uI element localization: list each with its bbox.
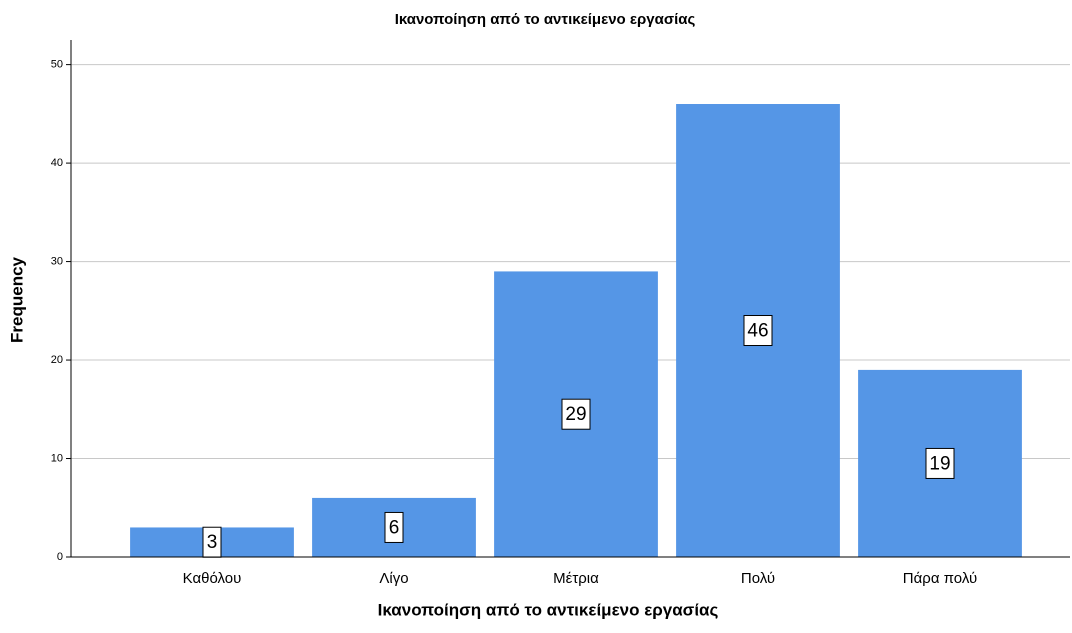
x-tick-label: Πολύ <box>741 570 775 587</box>
y-tick-label: 50 <box>51 59 63 71</box>
x-axis-label: Ικανοποίηση από το αντικείμενο εργασίας <box>378 600 719 619</box>
chart-title: Ικανοποίηση από το αντικείμενο εργασίας <box>395 11 696 28</box>
y-tick-label: 20 <box>51 354 63 366</box>
y-tick-label: 30 <box>51 255 63 267</box>
value-label: 29 <box>565 404 586 425</box>
value-label: 19 <box>929 453 950 474</box>
value-label-box <box>925 447 955 479</box>
y-axis-label: Frequency <box>7 256 26 343</box>
x-tick-label: Λίγο <box>379 570 408 587</box>
x-tick-label: Μέτρια <box>553 570 599 587</box>
value-label: 46 <box>747 321 768 342</box>
x-tick-label: Καθόλου <box>183 570 242 587</box>
value-label: 3 <box>207 532 218 553</box>
y-tick-label: 10 <box>51 452 63 464</box>
x-tick-label: Πάρα πολύ <box>903 570 977 587</box>
value-label-box <box>743 315 773 347</box>
y-tick-label: 0 <box>57 551 63 563</box>
y-tick-label: 40 <box>51 157 63 169</box>
value-label-box <box>561 398 591 430</box>
value-label: 6 <box>389 517 400 538</box>
value-label-box <box>384 511 404 543</box>
